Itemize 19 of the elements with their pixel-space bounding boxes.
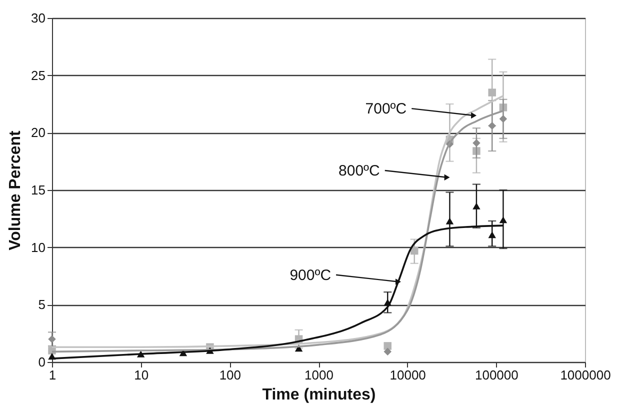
y-tick-label: 15 bbox=[31, 182, 46, 198]
x-tick-label: 10 bbox=[134, 368, 149, 382]
y-axis-title: Volume Percent bbox=[7, 130, 24, 250]
x-axis-title: Time (minutes) bbox=[262, 386, 376, 404]
x-tick-label: 10000 bbox=[390, 368, 426, 382]
x-tick-label: 100 bbox=[219, 368, 242, 382]
annotation: 900ºC bbox=[290, 266, 332, 284]
y-tick-label: 5 bbox=[38, 297, 46, 312]
y-tick-label: 0 bbox=[38, 354, 46, 370]
y-tick-label: 25 bbox=[31, 68, 46, 83]
y-tick-label: 10 bbox=[31, 240, 46, 255]
y-tick-label: 20 bbox=[31, 125, 46, 140]
x-tick-label: 1000000 bbox=[560, 368, 611, 382]
x-tick-label: 1 bbox=[48, 368, 56, 382]
annotation: 700ºC bbox=[365, 100, 407, 118]
y-tick-label: 30 bbox=[31, 10, 46, 26]
annotation: 800ºC bbox=[338, 162, 380, 180]
x-tick-label: 1000 bbox=[304, 368, 334, 382]
x-tick-label: 100000 bbox=[474, 368, 518, 382]
